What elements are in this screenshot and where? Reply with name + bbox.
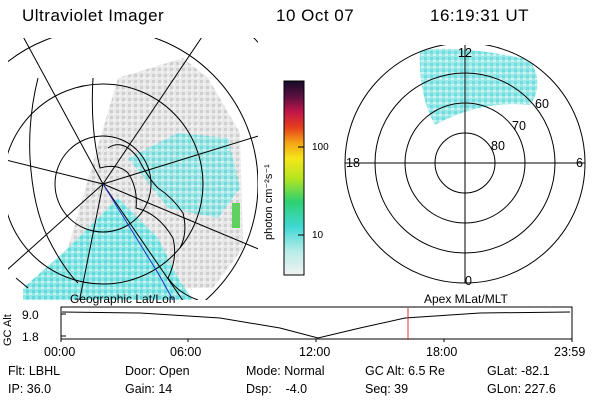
colorbar-unit-label: photon cm⁻²s⁻¹ [263,164,275,240]
altitude-tick-low: 1.8 [22,330,39,344]
altitude-curve [61,311,571,339]
altitude-plot [60,306,573,342]
colorbar-tick-100: 100 [312,142,329,153]
ground-track [102,183,174,300]
time-tick-0000: 00:00 [44,345,76,359]
time-tick-1800: 18:00 [426,345,458,359]
longitude-lines [8,38,258,300]
aurora-region-upper [128,133,240,218]
polar-grid [344,45,586,284]
altitude-tick-high: 9.0 [22,308,39,322]
altitude-axis-label: GC Alt [2,314,14,346]
time-tick-2359: 23:59 [554,345,586,359]
status-gain: Gain: 14 [125,382,173,396]
observation-time: 16:19:31 UT [430,6,530,25]
lat-label-70: 70 [512,119,526,133]
time-tick-0600: 06:00 [170,345,202,359]
mlt-label-12: 12 [458,46,472,60]
altitude-plot-frame [60,306,573,340]
haze-region [28,58,243,288]
aurora-oval [419,48,538,125]
time-tick-1200: 12:00 [299,345,331,359]
mlt-label-6: 6 [576,156,583,170]
observation-date: 10 Oct 07 [276,6,355,25]
status-dsp: Dsp: -4.0 [246,382,308,396]
status-seq: Seq: 39 [365,382,409,396]
colorbar [283,80,305,276]
coastline [29,77,199,300]
mlt-label-18: 18 [346,156,360,170]
status-glon: GLon: 227.6 [487,382,556,396]
status-ip: IP: 36.0 [8,382,52,396]
lat-label-80: 80 [491,139,505,153]
bright-spot [232,203,240,228]
geographic-label: Geographic Lat/Lon [70,292,176,306]
status-filter: Flt: LBHL [8,364,61,378]
magnetic-polar-plot [344,45,586,284]
status-glat: GLat: -82.1 [487,364,550,378]
apex-label: Apex MLat/MLT [424,292,508,306]
status-door: Door: Open [125,364,190,378]
mlt-label-0: 0 [465,274,472,288]
instrument-title: Ultraviolet Imager [22,6,165,25]
aurora-region-lower [23,198,193,300]
coastline-inner [107,144,186,249]
status-gc-alt: GC Alt: 6.5 Re [365,364,445,378]
geographic-image-panel [8,38,258,300]
status-mode: Mode: Normal [246,364,325,378]
colorbar-tick-10: 10 [312,230,324,241]
lat-label-60: 60 [535,97,549,111]
latitude-circles [8,38,258,300]
